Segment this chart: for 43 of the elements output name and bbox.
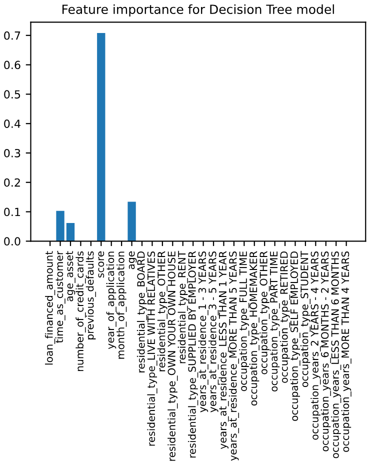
x-tick-label: occupation_type_OTHER xyxy=(260,251,270,374)
x-tick-label: score xyxy=(98,251,104,278)
y-tick-label: 0.2 xyxy=(4,178,20,187)
x-tick-label: year_of_application xyxy=(106,252,116,350)
x-tick-label: occupation_type_STUDENT xyxy=(300,250,310,388)
x-tick-label: time_as_customer xyxy=(55,250,66,343)
x-tick-label: occupation_type_SELF EMPLOYED xyxy=(290,251,300,421)
y-tick-label: 0.5 xyxy=(4,90,20,99)
x-tick-label: residential_type_RENT xyxy=(178,250,188,364)
x-tick-label: residential_type_OTHER xyxy=(157,251,168,372)
x-tick-label: occupation_type_PART TIME xyxy=(270,252,280,392)
x-tick-label: number_of_credit_cards xyxy=(76,251,86,371)
bar xyxy=(56,210,64,242)
x-tick-label: residential_type_SUPPLIED BY EMPLOYER xyxy=(188,251,198,458)
y-tick-label: 0.6 xyxy=(4,60,20,70)
y-tick-label: 0.0 xyxy=(4,237,20,246)
x-tick-label: month_of_application xyxy=(116,252,127,359)
y-tick-label: 0.4 xyxy=(4,120,20,128)
bar xyxy=(97,33,106,242)
x-tick-label: loan_financed_amount xyxy=(45,251,56,365)
x-tick-label: occupation_years_MORE THAN 4 YEARS xyxy=(341,251,352,452)
x-tick-label: occupation_years_LESS THAN 6 MONTHS xyxy=(331,251,342,458)
x-tick-label: years_at_residence_1 - 3 YEARS xyxy=(198,251,208,412)
x-tick-label: years_at_residence_MORE THAN 5 YEARS xyxy=(228,251,239,461)
chart-title: Feature importance for Decision Tree model xyxy=(62,4,334,16)
y-tick-label: 0.3 xyxy=(4,148,20,158)
x-tick-label: years_at_residence_LESS THAN 1 YEAR xyxy=(218,251,229,450)
x-tick-label: residential_type_BOARD xyxy=(136,251,148,372)
x-tick-label: age_asset xyxy=(66,251,76,302)
y-tick-label: 0.1 xyxy=(4,208,20,216)
bar xyxy=(128,202,136,242)
x-tick-label: occupation_years_2 YEARS - 4 YEARS xyxy=(310,251,321,440)
x-tick-label: occupation_type_FULL TIME xyxy=(239,252,250,392)
x-tick-label: occupation_type_RETIRED xyxy=(280,251,290,383)
bar xyxy=(66,222,75,242)
x-tick-label: residential_type_OWN YOUR OWN HOUSE xyxy=(168,252,178,461)
x-tick-label: years_at_residence_3 - 5 YEARS xyxy=(208,251,219,412)
x-tick-label: occupation_type_HOMEMAKER xyxy=(249,251,260,406)
y-tick-label: 0.7 xyxy=(4,31,20,40)
x-tick-label: age xyxy=(128,251,137,270)
x-tick-label: residential_type_LIVE WITH RELATIVES xyxy=(147,251,158,446)
x-tick-label: occupation_years_6 MONTHS - 2 YEARS xyxy=(320,251,331,452)
x-tick-label: previous_defaults xyxy=(86,251,96,340)
